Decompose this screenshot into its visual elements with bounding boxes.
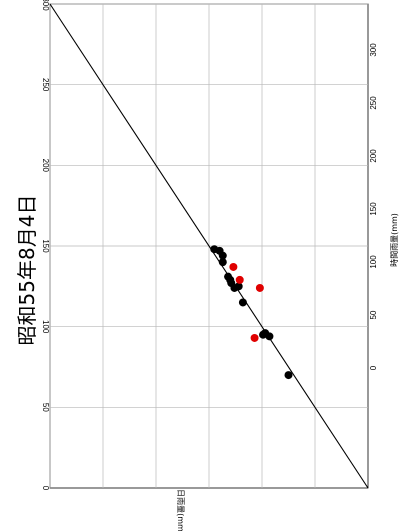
- y-tick-label: 250: [369, 96, 378, 110]
- y-axis-title: 時間雨量(mm): [390, 213, 399, 267]
- y-tick-label: 300: [369, 43, 378, 57]
- data-point-black: [238, 298, 247, 307]
- reference-line: [49, 3, 369, 489]
- data-marks: [49, 3, 369, 489]
- data-point-black: [284, 371, 293, 380]
- y-tick-label: 50: [369, 310, 378, 319]
- data-point-red: [229, 262, 238, 271]
- data-point-black: [218, 258, 227, 267]
- x-tick-label: 0: [41, 486, 50, 491]
- y-tick-label: 200: [369, 149, 378, 163]
- chart-title: 昭和55年8月4日: [15, 195, 39, 346]
- x-tick-label: 150: [41, 239, 50, 253]
- data-point-red: [255, 283, 264, 292]
- y-tick-label: 100: [369, 255, 378, 269]
- y-tick-label: 0: [369, 365, 378, 370]
- x-tick-label: 100: [41, 320, 50, 334]
- data-point-black: [218, 251, 227, 260]
- data-point-red: [235, 275, 244, 284]
- x-tick-labels: 0 50 100 150 200 250 300: [41, 0, 50, 491]
- y-tick-label: 150: [369, 202, 378, 216]
- x-axis-title: 日雨量(mm): [176, 489, 185, 531]
- x-tick-label: 50: [41, 403, 50, 412]
- y-tick-labels: 0 50 100 150 200 250 300: [369, 43, 378, 370]
- x-tick-label: 300: [41, 0, 50, 11]
- data-point-black: [234, 282, 243, 291]
- data-point-black: [265, 332, 274, 341]
- x-tick-label: 200: [41, 159, 50, 173]
- data-point-red: [250, 333, 259, 342]
- x-tick-label: 250: [41, 78, 50, 92]
